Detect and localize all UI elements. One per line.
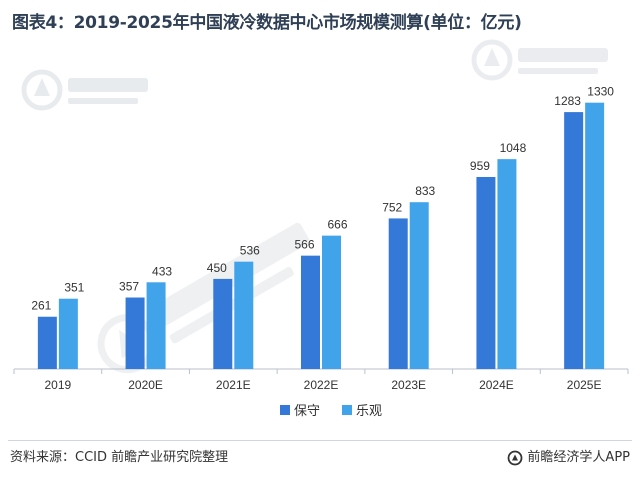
data-label: 666: [327, 218, 347, 232]
legend-swatch: [280, 405, 290, 415]
watermark-logo: [21, 69, 148, 111]
bar-optimistic: [585, 102, 605, 370]
bar-conservative: [564, 112, 584, 369]
bar-optimistic: [146, 282, 166, 369]
data-label: 833: [415, 184, 435, 198]
data-label: 752: [382, 200, 402, 214]
bar-conservative: [301, 255, 320, 369]
data-label: 536: [240, 244, 260, 258]
x-tick-label: 2023E: [391, 378, 426, 392]
bar-chart: 261 351 2019 357 433 2020E 450 536 2021E 566 666 20…: [13, 85, 629, 419]
x-tick-label: 2024E: [479, 378, 514, 392]
data-label: 1048: [500, 141, 527, 155]
data-label: 566: [294, 238, 314, 252]
bar-optimistic: [234, 261, 254, 369]
data-label: 357: [119, 280, 139, 294]
x-tick-label: 2020E: [128, 378, 163, 392]
bar-optimistic: [409, 202, 429, 369]
bar-optimistic: [322, 235, 341, 369]
bar-conservative: [388, 218, 408, 369]
bar-optimistic: [497, 159, 517, 369]
bar-conservative: [37, 316, 57, 369]
qianzhan-logo-icon: [508, 450, 523, 466]
brand: 前瞻经济学人APP: [507, 447, 630, 469]
data-label: 433: [152, 264, 172, 278]
x-tick-label: 2019: [45, 378, 72, 392]
chart-title: 图表4：2019-2025年中国液冷数据中心市场规模测算(单位：亿元): [12, 13, 522, 33]
footer-divider: [8, 440, 632, 441]
bar-conservative: [125, 297, 145, 369]
legend-swatch: [342, 405, 352, 415]
legend-label: 乐观: [356, 404, 382, 419]
brand-name: 前瞻经济学人APP: [527, 450, 630, 465]
data-label: 351: [64, 281, 84, 295]
data-label: 1330: [587, 85, 614, 99]
x-tick-label: 2025E: [567, 378, 602, 392]
watermark-logo-right: [471, 39, 608, 81]
data-label: 261: [31, 299, 51, 313]
data-label: 1283: [554, 94, 581, 108]
source-note: 资料来源：CCID 前瞻产业研究院整理: [10, 450, 229, 465]
data-label: 450: [207, 261, 227, 275]
data-label: 959: [470, 159, 490, 173]
bar-conservative: [476, 176, 496, 369]
x-tick-label: 2021E: [216, 378, 251, 392]
x-tick-label: 2022E: [304, 378, 339, 392]
bar-optimistic: [58, 298, 78, 369]
legend-label: 保守: [294, 404, 320, 419]
bar-conservative: [213, 278, 233, 369]
